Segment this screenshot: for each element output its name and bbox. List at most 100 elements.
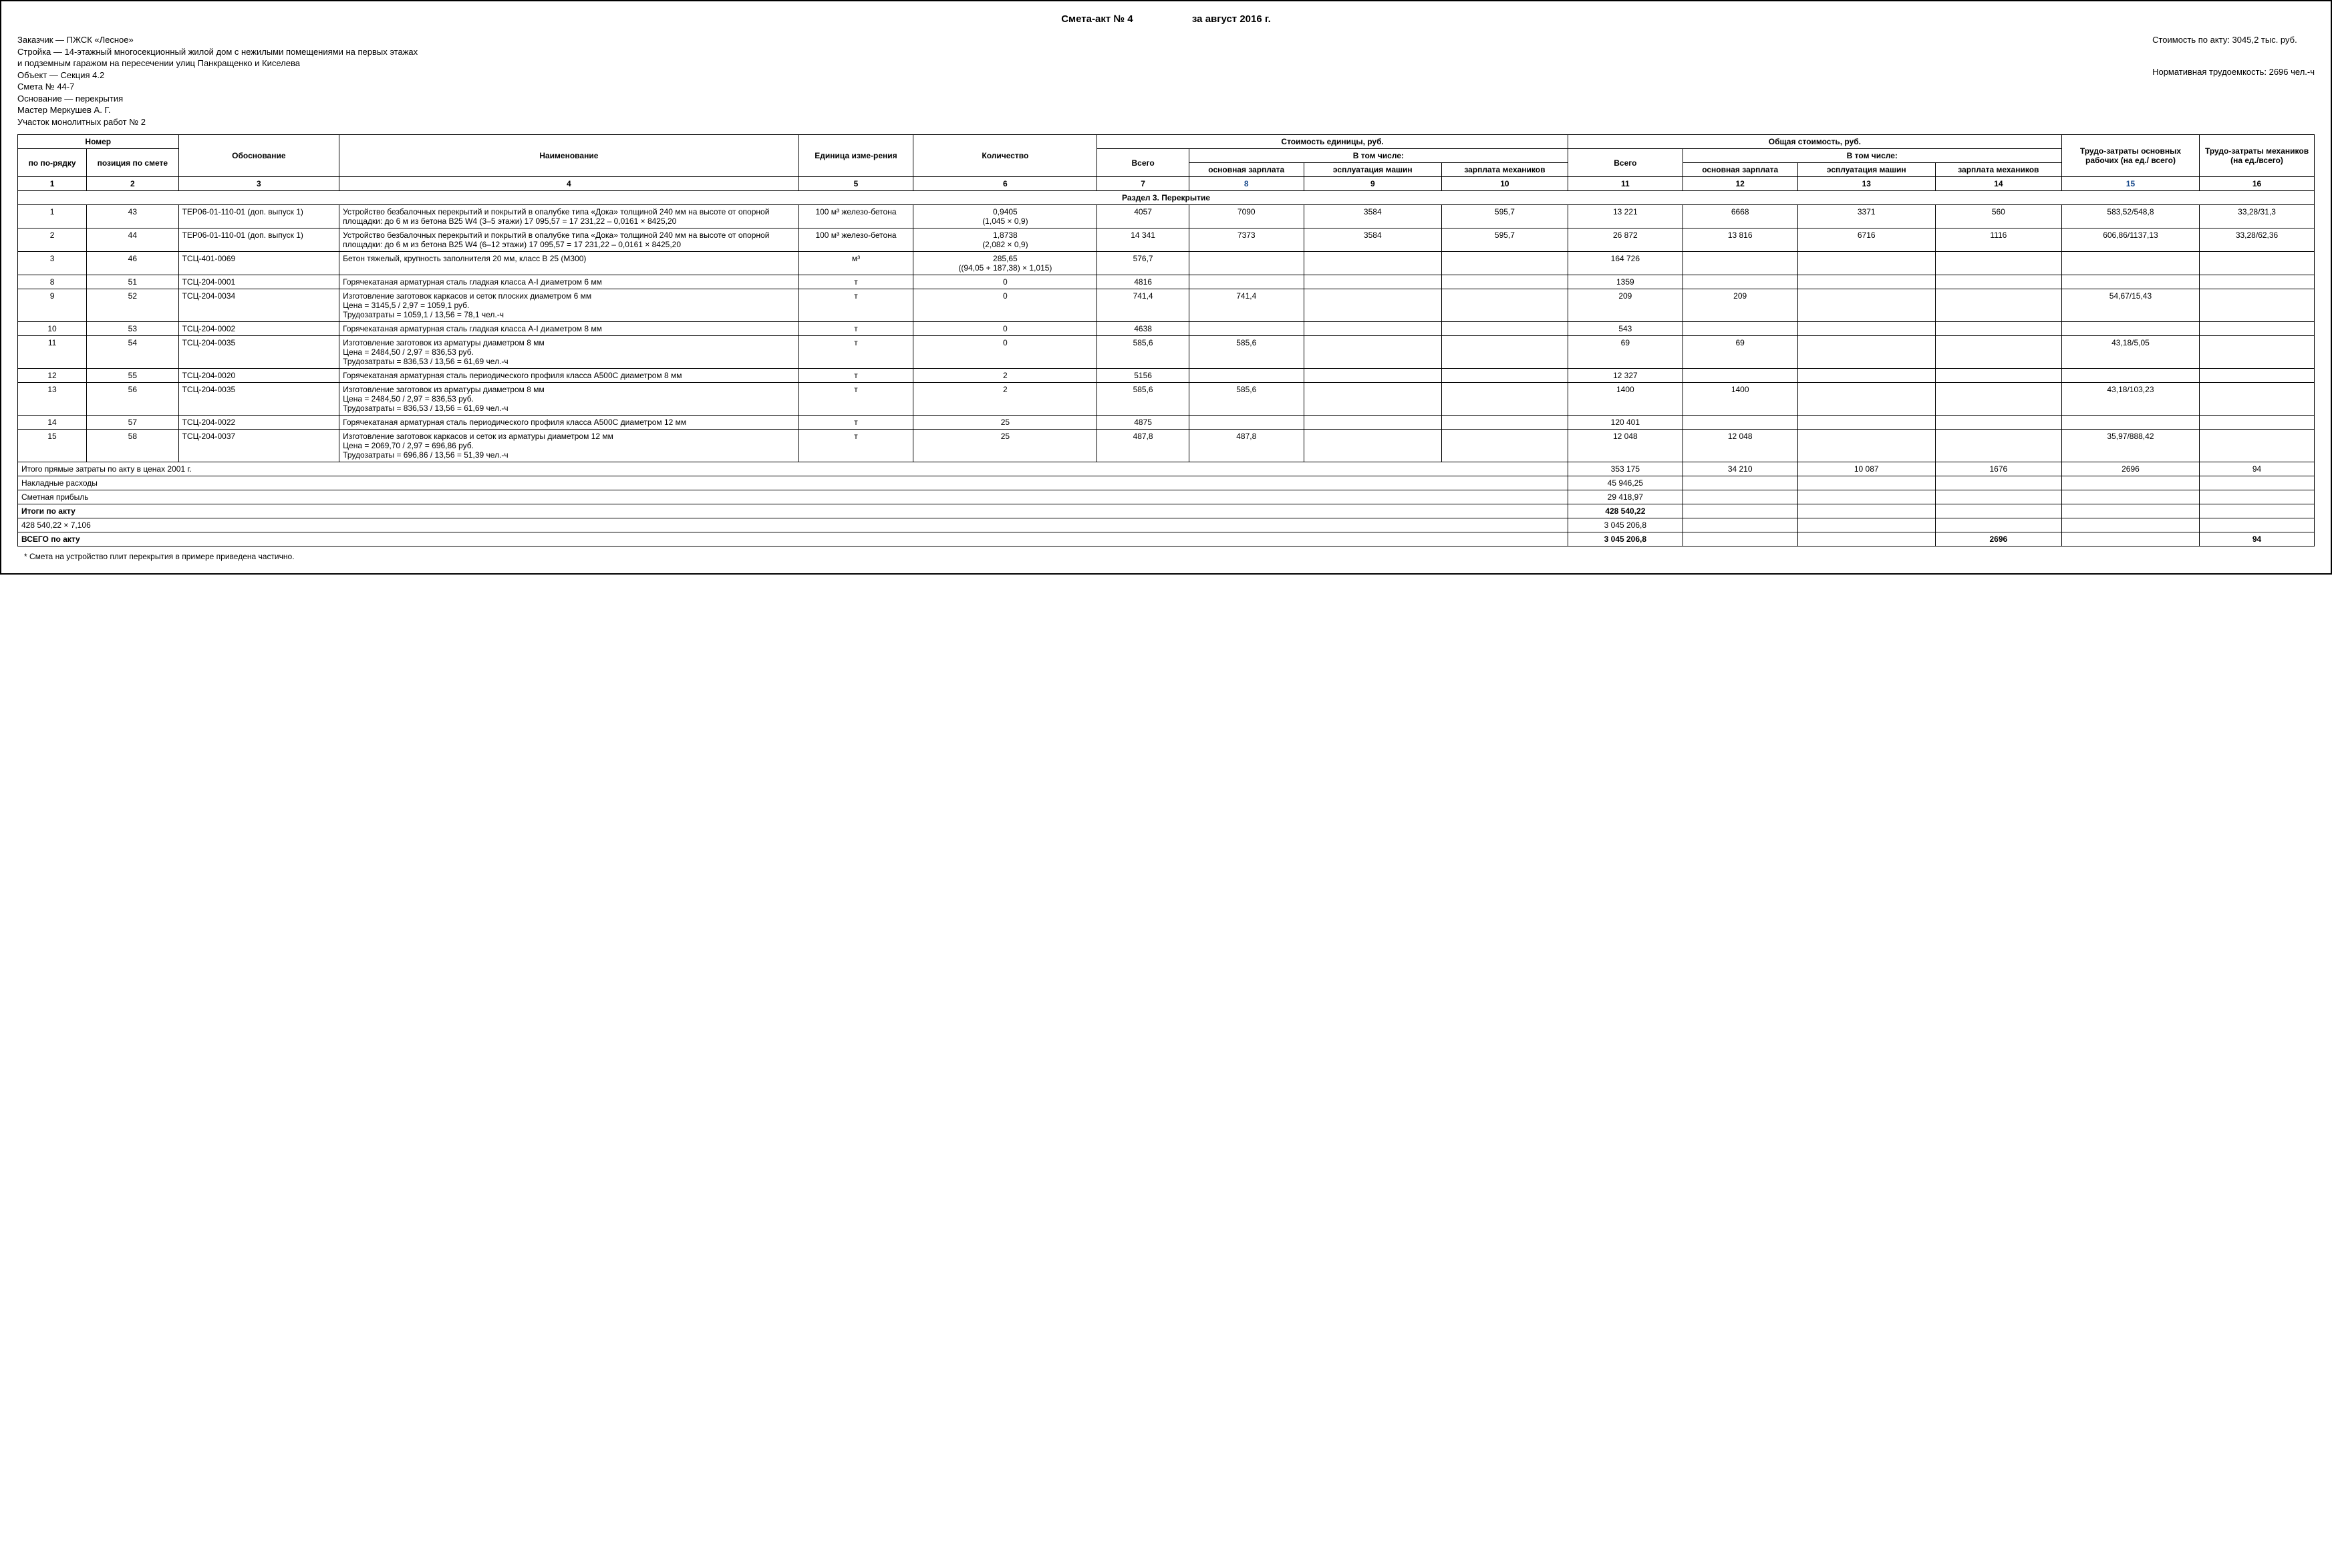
cell-c14 [1935, 322, 2061, 336]
cell-qty: 285,65((94,05 + 187,38) × 1,015) [913, 252, 1097, 275]
cell-qty: 25 [913, 430, 1097, 462]
cell-pos: 43 [87, 205, 178, 228]
cell-unit: т [798, 416, 913, 430]
cell-c9: 3584 [1304, 228, 1441, 252]
cell-basis: ТСЦ-204-0001 [178, 275, 339, 289]
col-all-salary: основная зарплата [1683, 163, 1797, 177]
cell-name: Горячекатаная арматурная сталь гладкая к… [339, 322, 798, 336]
cell-pos: 44 [87, 228, 178, 252]
cell-n: 11 [18, 336, 87, 369]
cell-c10 [1441, 416, 1568, 430]
table-row: 952ТСЦ-204-0034Изготовление заготовок ка… [18, 289, 2315, 322]
cell-c10: 595,7 [1441, 228, 1568, 252]
summary-label: Накладные расходы [18, 476, 1568, 490]
cell-c15: 43,18/103,23 [2061, 383, 2199, 416]
cell-qty: 25 [913, 416, 1097, 430]
summary-c15 [2061, 532, 2199, 546]
summary-label: Итого прямые затраты по акту в ценах 200… [18, 462, 1568, 476]
cell-n: 8 [18, 275, 87, 289]
cell-c12: 1400 [1683, 383, 1797, 416]
cell-name: Бетон тяжелый, крупность заполнителя 20 … [339, 252, 798, 275]
cell-n: 14 [18, 416, 87, 430]
table-row: 1154ТСЦ-204-0035Изготовление заготовок и… [18, 336, 2315, 369]
cell-c10 [1441, 252, 1568, 275]
summary-c11: 29 418,97 [1568, 490, 1683, 504]
summary-c12 [1683, 532, 1797, 546]
col-all-total: Всего [1568, 149, 1683, 177]
table-head: Номер Обоснование Наименование Единица и… [18, 135, 2315, 191]
summary-c13 [1797, 504, 1935, 518]
cell-pos: 46 [87, 252, 178, 275]
cell-c8: 7090 [1189, 205, 1304, 228]
cell-c14 [1935, 416, 2061, 430]
summary-c12 [1683, 476, 1797, 490]
summary-c16: 94 [2200, 532, 2315, 546]
cell-unit: т [798, 369, 913, 383]
cell-c11: 164 726 [1568, 252, 1683, 275]
cell-basis: ТСЦ-204-0022 [178, 416, 339, 430]
cell-c10: 595,7 [1441, 205, 1568, 228]
cell-c8 [1189, 322, 1304, 336]
cell-c16 [2200, 275, 2315, 289]
cell-qty: 2 [913, 369, 1097, 383]
table-row: 1356ТСЦ-204-0035Изготовление заготовок и… [18, 383, 2315, 416]
cell-unit: 100 м³ железо-бетона [798, 205, 913, 228]
table-body: Раздел 3. Перекрытие 143ТЕР06-01-110-01 … [18, 191, 2315, 546]
cell-c15: 35,97/888,42 [2061, 430, 2199, 462]
col-unit-incl: В том числе: [1189, 149, 1568, 163]
cell-c11: 13 221 [1568, 205, 1683, 228]
cell-unit: т [798, 430, 913, 462]
cell-c12: 69 [1683, 336, 1797, 369]
estimate-no-line: Смета № 44-7 [17, 81, 418, 93]
colnum-4: 4 [339, 177, 798, 191]
cell-c13 [1797, 430, 1935, 462]
cell-c13 [1797, 289, 1935, 322]
summary-c14 [1935, 504, 2061, 518]
construction-line-2: и подземным гаражом на пересечении улиц … [17, 57, 418, 69]
col-labor-main: Трудо-затраты основных рабочих (на ед./ … [2061, 135, 2199, 177]
table-row: 346ТСЦ-401-0069Бетон тяжелый, крупность … [18, 252, 2315, 275]
cell-n: 13 [18, 383, 87, 416]
summary-c16 [2200, 476, 2315, 490]
section-row: Раздел 3. Перекрытие [18, 191, 2315, 205]
construction-line-1: Стройка — 14-этажный многосекционный жил… [17, 46, 418, 58]
cell-c15: 54,67/15,43 [2061, 289, 2199, 322]
cell-c7: 576,7 [1097, 252, 1189, 275]
cell-c11: 26 872 [1568, 228, 1683, 252]
colnum-8: 8 [1189, 177, 1304, 191]
cell-c10 [1441, 369, 1568, 383]
cell-n: 3 [18, 252, 87, 275]
summary-c11: 45 946,25 [1568, 476, 1683, 490]
cell-c12: 12 048 [1683, 430, 1797, 462]
cell-c10 [1441, 322, 1568, 336]
cell-c16 [2200, 369, 2315, 383]
column-numbers-row: 1 2 3 4 5 6 7 8 9 10 11 12 13 14 15 16 [18, 177, 2315, 191]
cell-c13 [1797, 252, 1935, 275]
summary-c15 [2061, 476, 2199, 490]
colnum-9: 9 [1304, 177, 1441, 191]
master-line: Мастер Меркушев А. Г. [17, 104, 418, 116]
cell-name: Устройство безбалочных перекрытий и покр… [339, 205, 798, 228]
summary-c12 [1683, 518, 1797, 532]
table-row: 1558ТСЦ-204-0037Изготовление заготовок к… [18, 430, 2315, 462]
cell-c16: 33,28/62,36 [2200, 228, 2315, 252]
cell-qty: 0 [913, 322, 1097, 336]
cell-c13: 3371 [1797, 205, 1935, 228]
cell-c9 [1304, 383, 1441, 416]
cell-basis: ТЕР06-01-110-01 (доп. выпуск 1) [178, 205, 339, 228]
summary-c11: 353 175 [1568, 462, 1683, 476]
section-title: Раздел 3. Перекрытие [18, 191, 2315, 205]
table-row: 1457ТСЦ-204-0022Горячекатаная арматурная… [18, 416, 2315, 430]
cell-c10 [1441, 336, 1568, 369]
cell-c8 [1189, 416, 1304, 430]
cell-n: 10 [18, 322, 87, 336]
col-all-machines: эсплуатация машин [1797, 163, 1935, 177]
cell-c7: 585,6 [1097, 383, 1189, 416]
summary-c16 [2200, 518, 2315, 532]
cell-n: 1 [18, 205, 87, 228]
summary-label: Итоги по акту [18, 504, 1568, 518]
cell-qty: 0 [913, 336, 1097, 369]
cell-c10 [1441, 289, 1568, 322]
cell-basis: ТСЦ-204-0035 [178, 336, 339, 369]
cell-c9 [1304, 369, 1441, 383]
